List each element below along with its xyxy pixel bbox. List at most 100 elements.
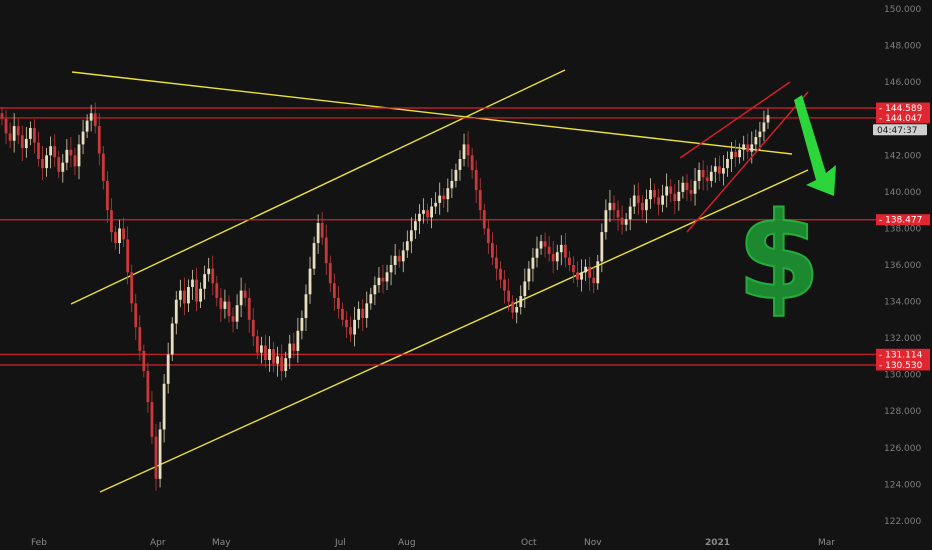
- candle: [580, 259, 583, 292]
- candle: [632, 184, 636, 215]
- candle: [685, 174, 689, 201]
- candle: [713, 157, 717, 183]
- candle: [174, 291, 178, 335]
- candle: [726, 151, 729, 177]
- y-tick-label: 122.000: [884, 517, 921, 527]
- candle: [446, 178, 450, 213]
- candle: [57, 150, 61, 179]
- candle: [235, 294, 239, 330]
- candle: [596, 254, 600, 290]
- price-tag: [876, 112, 930, 124]
- candle: [369, 287, 373, 310]
- timer-box: 04:47:37: [873, 124, 927, 136]
- candle: [766, 108, 770, 129]
- candle: [89, 104, 93, 132]
- candle: [195, 267, 198, 312]
- candle: [608, 189, 612, 223]
- candle: [150, 391, 154, 445]
- candle: [673, 184, 677, 215]
- candle: [693, 167, 697, 206]
- candle: [105, 171, 109, 224]
- candle: [268, 336, 271, 372]
- candle: [738, 143, 742, 164]
- candle: [551, 241, 555, 274]
- candle: [215, 275, 219, 307]
- candle: [219, 288, 223, 322]
- y-axis-ticks: 122.000 124.000 126.000 128.000 130.000 132.0…: [884, 5, 921, 527]
- upper-channel-line: [70, 69, 566, 305]
- candle: [640, 195, 644, 219]
- candle: [705, 165, 709, 191]
- candle: [101, 146, 105, 190]
- candle: [251, 307, 255, 346]
- candle: [555, 244, 559, 270]
- candle: [28, 121, 32, 146]
- price-tag-label: - 144.047: [879, 114, 922, 124]
- candle: [93, 102, 97, 134]
- candle: [4, 110, 8, 145]
- candle: [353, 306, 357, 347]
- candle: [255, 329, 259, 360]
- candle: [49, 136, 53, 169]
- candle: [486, 219, 490, 254]
- candle: [45, 147, 48, 177]
- candle: [336, 286, 340, 319]
- candlestick-series: [0, 102, 770, 491]
- candle: [284, 351, 288, 378]
- candle: [438, 182, 442, 215]
- descending-trend-line: [71, 71, 793, 155]
- candle: [97, 113, 101, 166]
- candle: [33, 119, 36, 154]
- x-axis-months: Feb Apr May Jul Aug Oct Nov 2021 Mar: [31, 538, 835, 548]
- candle: [592, 265, 596, 293]
- candle: [462, 133, 466, 167]
- candle: [653, 183, 656, 204]
- dollar-sign: $: [737, 188, 821, 327]
- candle: [61, 154, 65, 183]
- candle: [320, 212, 324, 246]
- candle: [478, 178, 482, 220]
- candle: [588, 257, 592, 291]
- x-month-label: Apr: [150, 538, 166, 548]
- candle: [385, 264, 389, 291]
- candle: [247, 288, 251, 333]
- x-month-label: Aug: [398, 538, 416, 548]
- candle: [166, 342, 170, 394]
- candle: [389, 255, 393, 286]
- candle: [328, 255, 332, 292]
- candle: [709, 165, 713, 188]
- candle: [681, 176, 685, 199]
- candle: [12, 113, 16, 153]
- wedge-upper-line: [679, 81, 791, 159]
- candle: [73, 147, 77, 175]
- candle: [142, 344, 146, 378]
- candle: [636, 182, 640, 215]
- candle: [482, 203, 486, 235]
- candle: [612, 195, 616, 219]
- candle: [762, 110, 766, 142]
- candle: [689, 179, 693, 202]
- candle: [118, 219, 121, 254]
- candle: [203, 265, 207, 300]
- y-tick-label: 130.000: [884, 371, 921, 381]
- candle: [114, 225, 117, 250]
- candle: [292, 332, 296, 359]
- candle: [669, 178, 673, 203]
- x-month-label: Mar: [818, 538, 835, 548]
- candle: [649, 178, 652, 209]
- price-tag: [876, 102, 930, 114]
- candle: [401, 241, 405, 273]
- candle: [572, 256, 575, 284]
- candle: [413, 213, 417, 239]
- candle: [324, 224, 328, 276]
- candle: [466, 131, 470, 168]
- candle: [122, 217, 125, 247]
- candle: [69, 136, 73, 168]
- candle: [41, 146, 44, 181]
- candle: [53, 134, 57, 167]
- candle: [239, 277, 243, 318]
- candle: [458, 150, 462, 181]
- candle: [397, 249, 401, 268]
- candle: [434, 192, 438, 215]
- candle: [730, 142, 733, 172]
